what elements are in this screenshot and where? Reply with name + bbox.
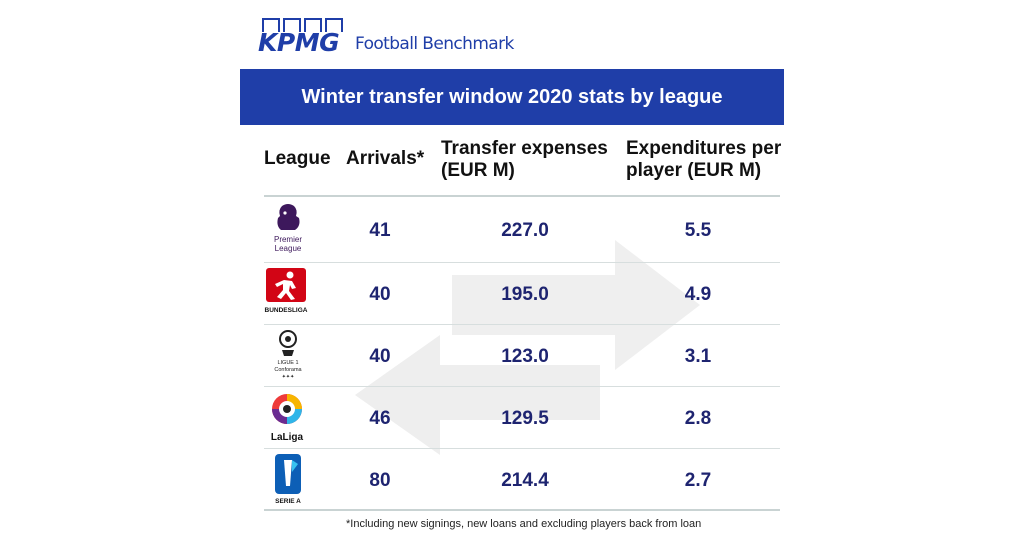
svg-text:SERIE A: SERIE A (275, 498, 301, 505)
footnote: *Including new signings, new loans and e… (346, 518, 702, 530)
header-expenditures-per-player: Expenditures per player (EUR M) (626, 138, 782, 181)
row-rule (264, 324, 780, 325)
header-rule (264, 195, 780, 197)
per-player-premier-league: 5.5 (684, 220, 712, 241)
brand-subtitle: Football Benchmark (355, 34, 514, 54)
premier-league-logo: Premier League (274, 204, 302, 253)
bottom-rule (264, 509, 780, 511)
row-rule (264, 386, 780, 387)
per-player-ligue-1: 3.1 (684, 346, 712, 367)
kpmg-logo-text: KPMG (258, 28, 340, 57)
header-arrivals: Arrivals* (346, 148, 425, 169)
arrivals-serie-a: 80 (369, 470, 391, 491)
svg-text:League: League (275, 244, 302, 253)
per-player-serie-a: 2.7 (684, 470, 712, 491)
expenses-premier-league: 227.0 (501, 220, 549, 241)
svg-text:LIGUE 1: LIGUE 1 (277, 360, 298, 366)
svg-text:✦✦✦: ✦✦✦ (282, 374, 295, 380)
background-arrows-icon (355, 240, 700, 455)
expenses-ligue-1: 123.0 (501, 346, 549, 367)
expenses-laliga: 129.5 (501, 408, 549, 429)
serie-a-logo: SERIE A (275, 454, 301, 505)
svg-text:BUNDESLIGA: BUNDESLIGA (265, 307, 308, 314)
chart-title: Winter transfer window 2020 stats by lea… (301, 85, 723, 108)
laliga-logo: LaLiga (271, 394, 304, 443)
header-transfer-expenses: Transfer expenses (EUR M) (441, 138, 608, 181)
expenses-serie-a: 214.4 (501, 470, 549, 491)
svg-text:LaLiga: LaLiga (271, 432, 304, 443)
svg-text:Premier: Premier (274, 235, 302, 244)
header-league: League (264, 148, 331, 169)
row-rule (264, 262, 780, 263)
expenses-bundesliga: 195.0 (501, 284, 549, 305)
row-rule (264, 448, 780, 449)
title-bar: Winter transfer window 2020 stats by lea… (240, 69, 784, 125)
arrivals-premier-league: 41 (369, 220, 391, 241)
arrivals-laliga: 46 (369, 408, 391, 429)
arrivals-ligue-1: 40 (369, 346, 391, 367)
ligue-1-logo: LIGUE 1 Conforama ✦✦✦ (274, 330, 303, 380)
svg-text:Conforama: Conforama (274, 367, 302, 373)
per-player-laliga: 2.8 (684, 408, 712, 429)
per-player-bundesliga: 4.9 (684, 284, 712, 305)
kpmg-boxes-icon (262, 18, 343, 32)
bundesliga-logo: BUNDESLIGA (265, 268, 308, 314)
kpmg-football-benchmark-brand: KPMG Football Benchmark (258, 18, 518, 58)
arrivals-bundesliga: 40 (369, 284, 391, 305)
